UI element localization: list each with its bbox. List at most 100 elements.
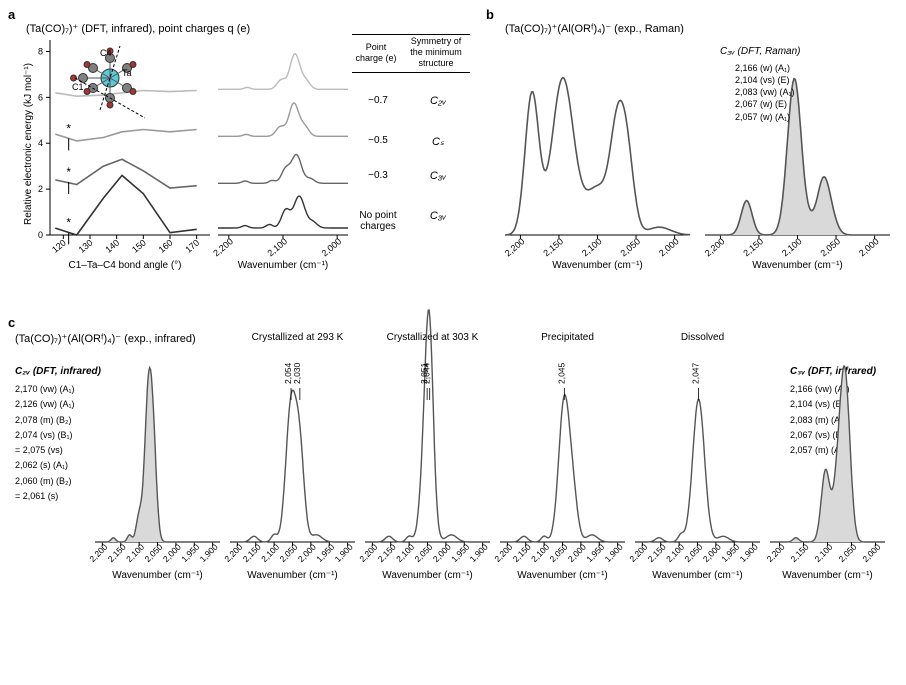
a-table-hdr1: Point charge (e) [352, 42, 400, 64]
svg-text:6: 6 [38, 92, 43, 102]
b-exp-xlabel: Wavenumber (cm⁻¹) [505, 260, 690, 271]
svg-text:1,950: 1,950 [179, 542, 201, 564]
svg-text:2,200: 2,200 [765, 542, 787, 564]
panel-a-right-plot: 2,2002,1002,000 [218, 40, 348, 240]
svg-text:*: * [66, 121, 71, 135]
svg-text:2,000: 2,000 [296, 542, 318, 564]
b-dft-xlabel: Wavenumber (cm⁻¹) [705, 260, 890, 271]
a-table-sym: C₂ᵥ [412, 95, 464, 107]
svg-text:2,200: 2,200 [357, 542, 379, 564]
a-table-sym: C₃ᵥ [412, 170, 464, 182]
svg-text:1,900: 1,900 [738, 542, 760, 564]
svg-text:*: * [66, 165, 71, 179]
svg-text:2,044: 2,044 [422, 362, 432, 384]
a-table-q: −0.5 [352, 135, 404, 146]
a-left-xlabel: C1–Ta–C4 bond angle (°) [45, 260, 205, 271]
svg-text:2,047: 2,047 [691, 362, 701, 384]
a-table-sym: C₃ᵥ [412, 210, 464, 222]
svg-text:2,000: 2,000 [657, 236, 681, 258]
b-sub: C₃ᵥ (DFT, Raman) [720, 45, 801, 59]
svg-text:130: 130 [77, 237, 95, 254]
c-xlabel: Wavenumber (cm⁻¹) [630, 570, 765, 581]
svg-text:2: 2 [38, 184, 43, 194]
svg-text:C4: C4 [100, 48, 112, 58]
svg-text:2,150: 2,150 [741, 236, 765, 258]
svg-text:1,900: 1,900 [603, 542, 625, 564]
svg-text:2,050: 2,050 [412, 542, 434, 564]
svg-text:1,900: 1,900 [333, 542, 355, 564]
c-spectrum-c2v: 2,2002,1502,1002,0502,0001,9501,900 [95, 382, 220, 562]
svg-text:2,100: 2,100 [394, 542, 416, 564]
a-table-q: −0.7 [352, 95, 404, 106]
svg-text:150: 150 [130, 237, 148, 254]
svg-text:120: 120 [50, 237, 68, 254]
svg-text:2,050: 2,050 [818, 236, 842, 258]
svg-text:2,200: 2,200 [87, 542, 109, 564]
svg-text:2,150: 2,150 [788, 542, 810, 564]
c-left-legend: 2,170 (vw) (A₁)2,126 (vw) (A₁)2,078 (m) … [15, 382, 75, 504]
svg-text:2,045: 2,045 [556, 362, 566, 384]
a-left-ylabel: Relative electronic energy (kJ mol⁻¹) [23, 63, 34, 225]
a-table-sym: Cₛ [412, 135, 464, 148]
a-table-hdr2: Symmetry of the minimum structure [404, 36, 468, 68]
svg-text:2,100: 2,100 [812, 542, 834, 564]
c-spectrum-s293: 2,2002,1502,1002,0502,0001,9501,9002,054… [230, 382, 355, 562]
svg-text:2,200: 2,200 [503, 236, 527, 258]
svg-text:2,100: 2,100 [529, 542, 551, 564]
svg-text:*: * [66, 215, 71, 229]
svg-text:2,150: 2,150 [376, 542, 398, 564]
svg-text:2,000: 2,000 [860, 542, 882, 564]
svg-text:2,100: 2,100 [259, 542, 281, 564]
svg-text:160: 160 [157, 237, 175, 254]
a-right-xlabel: Wavenumber (cm⁻¹) [218, 260, 348, 271]
svg-text:170: 170 [183, 237, 201, 254]
svg-text:2,150: 2,150 [541, 236, 565, 258]
a-table-q: −0.3 [352, 170, 404, 181]
svg-text:Ta: Ta [122, 68, 132, 78]
svg-text:2,150: 2,150 [106, 542, 128, 564]
svg-text:2,000: 2,000 [431, 542, 453, 564]
panel-b-title: (Ta(CO)₇)⁺(Al(ORᶠ)₄)⁻ (exp., Raman) [505, 22, 684, 35]
panel-label-a: a [8, 7, 15, 22]
svg-text:1,900: 1,900 [468, 542, 490, 564]
svg-text:2,000: 2,000 [701, 542, 723, 564]
c-xlabel: Wavenumber (cm⁻¹) [495, 570, 630, 581]
c-spectrum-c3v: 2,2002,1502,1002,0502,000 [770, 382, 885, 562]
svg-text:140: 140 [103, 237, 121, 254]
svg-text:2,100: 2,100 [124, 542, 146, 564]
c-xlabel: Wavenumber (cm⁻¹) [225, 570, 360, 581]
svg-text:2,050: 2,050 [682, 542, 704, 564]
svg-text:1,950: 1,950 [584, 542, 606, 564]
panel-a-left-plot: 02468120130140150160170***TaC1C4 [50, 40, 210, 240]
svg-text:2,050: 2,050 [618, 236, 642, 258]
panel-b-exp-plot: 2,2002,1502,1002,0502,000 [505, 55, 690, 240]
svg-text:2,050: 2,050 [836, 542, 858, 564]
svg-text:2,100: 2,100 [580, 236, 604, 258]
c-spectrum-label: Precipitated [495, 332, 640, 343]
a-table-rule-top [352, 34, 470, 35]
svg-text:2,000: 2,000 [320, 236, 344, 258]
svg-text:2,200: 2,200 [222, 542, 244, 564]
svg-text:2,050: 2,050 [277, 542, 299, 564]
svg-text:2,000: 2,000 [857, 236, 881, 258]
svg-text:2,150: 2,150 [646, 542, 668, 564]
panel-b-dft-plot: 2,2002,1502,1002,0502,000 [705, 55, 890, 240]
c-spectrum-label: Crystallized at 303 K [360, 332, 505, 343]
panel-label-b: b [486, 7, 494, 22]
a-table-q: No point charges [352, 210, 404, 232]
svg-text:2,150: 2,150 [511, 542, 533, 564]
svg-text:2,100: 2,100 [664, 542, 686, 564]
svg-text:2,100: 2,100 [780, 236, 804, 258]
svg-text:2,200: 2,200 [211, 236, 235, 258]
c-xlabel: Wavenumber (cm⁻¹) [90, 570, 225, 581]
panel-c-title: (Ta(CO)₇)⁺(Al(ORᶠ)₄)⁻ (exp., infrared) [15, 332, 196, 345]
svg-text:0: 0 [38, 230, 43, 240]
svg-text:2,000: 2,000 [161, 542, 183, 564]
c-xlabel: Wavenumber (cm⁻¹) [765, 570, 890, 581]
svg-text:2,150: 2,150 [241, 542, 263, 564]
svg-text:2,000: 2,000 [566, 542, 588, 564]
svg-text:2,200: 2,200 [703, 236, 727, 258]
panel-a-title: (Ta(CO)₇)⁺ (DFT, infrared), point charge… [26, 22, 250, 35]
c-spectrum-label: Dissolved [630, 332, 775, 343]
c-spectrum-label: Crystallized at 293 K [225, 332, 370, 343]
